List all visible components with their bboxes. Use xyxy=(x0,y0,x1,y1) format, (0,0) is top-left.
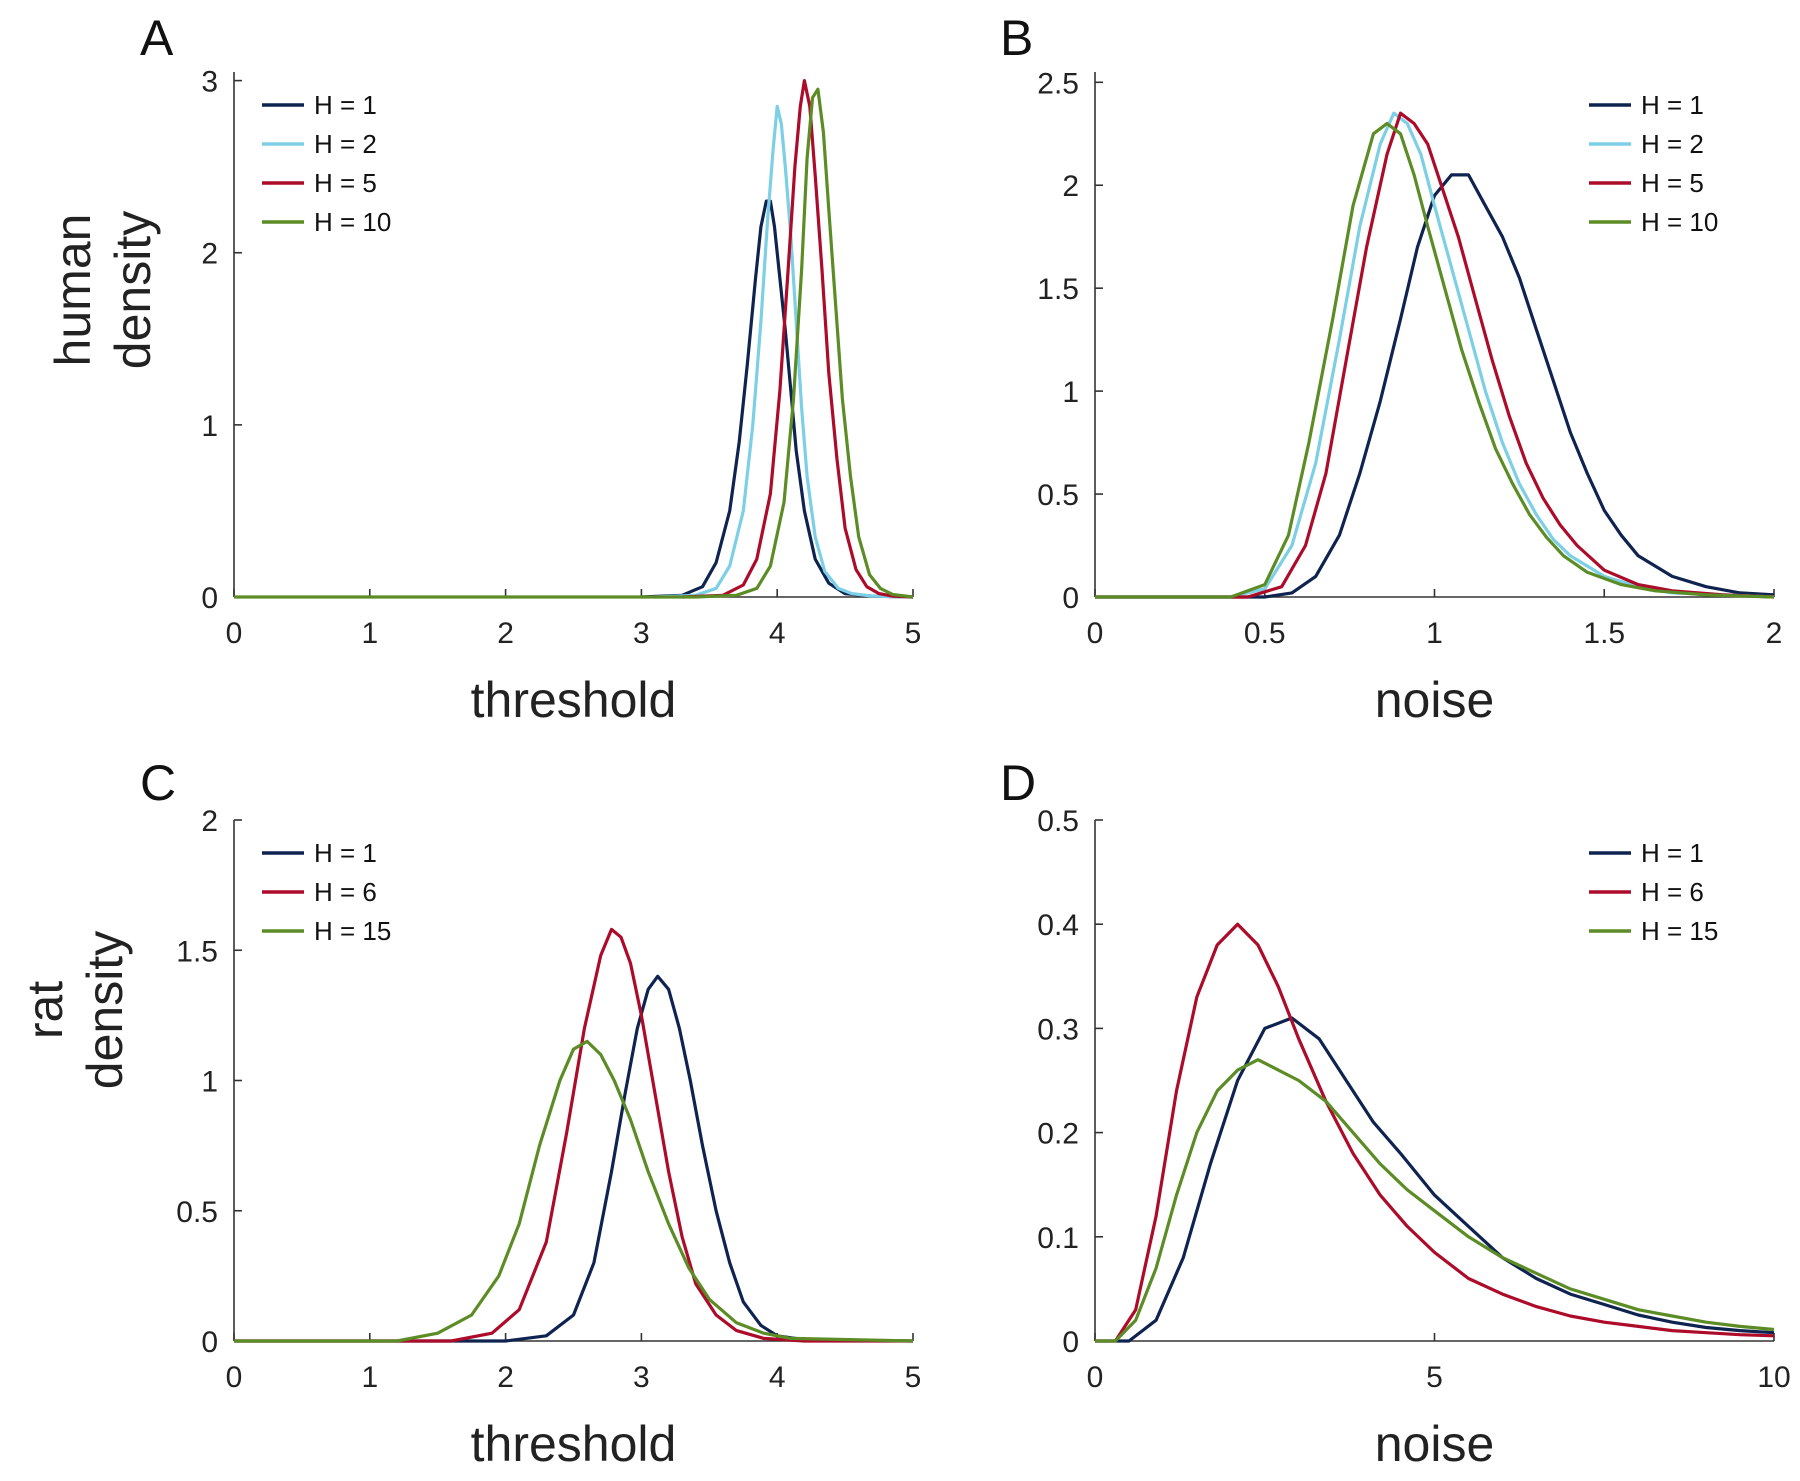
x-tick-label: 0 xyxy=(226,1361,243,1394)
y-tick-label: 0.5 xyxy=(1037,805,1079,838)
x-tick-label: 3 xyxy=(633,617,650,650)
x-axis-title: noise xyxy=(1375,1416,1495,1472)
x-tick-label: 1 xyxy=(361,1361,378,1394)
x-tick-label: 0 xyxy=(226,617,243,650)
series-line-h2 xyxy=(654,104,914,599)
y-tick-label: 1.5 xyxy=(176,935,218,968)
y-tick-label: 2 xyxy=(1062,170,1079,203)
x-tick-label: 1 xyxy=(1426,617,1443,650)
x-tick-label: 2 xyxy=(497,617,514,650)
y-tick-label: 0 xyxy=(1062,1326,1079,1359)
y-tick-label: 0.2 xyxy=(1037,1118,1079,1151)
x-tick-label: 4 xyxy=(769,617,786,650)
row-label-human: human xyxy=(45,214,101,367)
series-line-h5 xyxy=(1095,111,1775,599)
series-line-h6 xyxy=(1095,922,1775,1343)
legend: H = 1 H = 2 H = 5 H = 10 xyxy=(262,90,391,237)
y-tick-label: 1 xyxy=(201,410,218,443)
series-line-h15 xyxy=(1095,1058,1775,1343)
x-tick-label: 10 xyxy=(1757,1361,1790,1394)
legend: H = 1 H = 2 H = 5 H = 10 xyxy=(1589,90,1718,237)
legend-entry: H = 10 xyxy=(314,207,391,237)
y-tick-label: 0 xyxy=(201,582,218,615)
y-tick-label: 3 xyxy=(201,66,218,99)
legend-entry: H = 6 xyxy=(1641,877,1704,907)
x-axis-title: threshold xyxy=(471,1416,677,1472)
series-line-h5 xyxy=(682,79,914,599)
y-tick-label: 2.5 xyxy=(1037,67,1079,100)
y-tick-label: 0.5 xyxy=(1037,479,1079,512)
y-tick-label: 1.5 xyxy=(1037,273,1079,306)
x-tick-label: 0.5 xyxy=(1244,617,1286,650)
x-tick-label: 0 xyxy=(1087,1361,1104,1394)
legend-entry: H = 1 xyxy=(1641,90,1704,120)
x-tick-label: 4 xyxy=(769,1361,786,1394)
y-tick-label: 2 xyxy=(201,805,218,838)
legend-entry: H = 10 xyxy=(1641,207,1718,237)
legend-entry: H = 5 xyxy=(1641,168,1704,198)
series-line-h1 xyxy=(641,199,914,599)
legend-entry: H = 2 xyxy=(1641,129,1704,159)
legend-entry: H = 5 xyxy=(314,168,377,198)
y-tick-label: 1 xyxy=(1062,376,1079,409)
series-line-h10 xyxy=(1095,121,1775,599)
y-tick-label: 0.4 xyxy=(1037,909,1079,942)
x-tick-label: 1 xyxy=(361,617,378,650)
y-tick-label: 2 xyxy=(201,238,218,271)
panel-letter-d: D xyxy=(1000,755,1036,811)
x-tick-label: 1.5 xyxy=(1583,617,1625,650)
panel-letter-b: B xyxy=(1000,10,1033,66)
series-line-h1 xyxy=(1095,1016,1775,1343)
x-tick-label: 5 xyxy=(1426,1361,1443,1394)
legend-entry: H = 2 xyxy=(314,129,377,159)
panel-letter-c: C xyxy=(140,755,176,811)
legend-entry: H = 15 xyxy=(314,916,391,946)
x-tick-label: 5 xyxy=(905,1361,922,1394)
series-line-h1 xyxy=(234,974,914,1343)
series-line-h6 xyxy=(234,927,913,1343)
x-axis-title: threshold xyxy=(471,672,677,728)
y-tick-label: 1 xyxy=(201,1066,218,1099)
series-line-h15 xyxy=(234,1039,914,1343)
row-label-rat: rat xyxy=(17,981,73,1039)
x-tick-label: 2 xyxy=(497,1361,514,1394)
y-tick-label: 0 xyxy=(1062,582,1079,615)
legend-entry: H = 6 xyxy=(314,877,377,907)
x-axis-title: noise xyxy=(1375,672,1495,728)
row-label-rat-density: density xyxy=(77,931,133,1089)
series-line-h2 xyxy=(1095,111,1775,599)
x-tick-label: 0 xyxy=(1087,617,1104,650)
x-tick-label: 3 xyxy=(633,1361,650,1394)
series-line-h10 xyxy=(695,87,914,599)
y-tick-label: 0 xyxy=(201,1326,218,1359)
legend-entry: H = 1 xyxy=(314,838,377,868)
x-tick-label: 2 xyxy=(1766,617,1783,650)
legend-entry: H = 15 xyxy=(1641,916,1718,946)
series-line-h1 xyxy=(1095,173,1775,599)
panel-letter-a: A xyxy=(140,10,174,66)
y-tick-label: 0.1 xyxy=(1037,1222,1079,1255)
legend-entry: H = 1 xyxy=(1641,838,1704,868)
y-tick-label: 0.3 xyxy=(1037,1013,1079,1046)
x-tick-label: 5 xyxy=(905,617,922,650)
legend: H = 1 H = 6 H = 15 xyxy=(262,838,391,946)
row-label-human-density: density xyxy=(105,211,161,369)
y-tick-label: 0.5 xyxy=(176,1196,218,1229)
legend: H = 1 H = 6 H = 15 xyxy=(1589,838,1718,946)
legend-entry: H = 1 xyxy=(314,90,377,120)
